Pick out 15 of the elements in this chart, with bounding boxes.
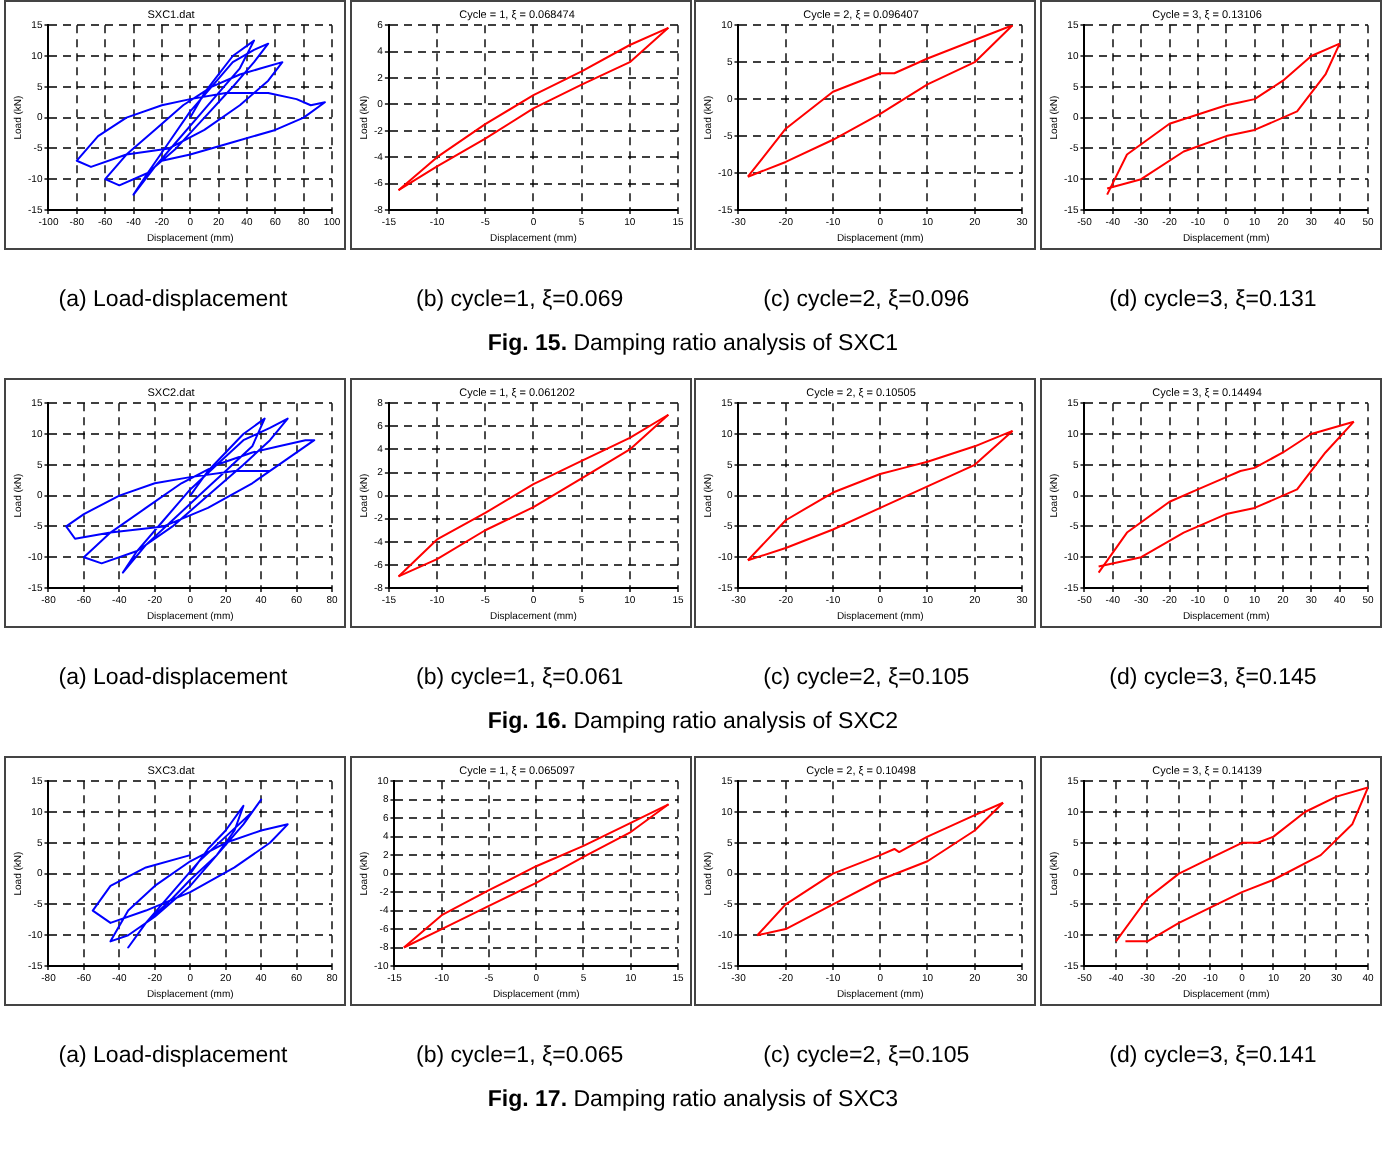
text: (d) cycle=3, ξ=0.141 [1107, 1044, 1319, 1068]
caption: Fig. 17. Damping ratio analysis of SXC3 [485, 1086, 901, 1116]
caption: Fig. 16. Damping ratio analysis of SXC2 [485, 708, 901, 738]
text: (a) Load-displacement [56, 666, 290, 690]
text: (b) cycle=1, ξ=0.061 [414, 666, 626, 690]
text: (b) cycle=1, ξ=0.069 [414, 288, 626, 312]
text: (d) cycle=3, ξ=0.145 [1107, 666, 1319, 690]
text: (c) cycle=2, ξ=0.105 [761, 666, 972, 690]
caption: Fig. 15. Damping ratio analysis of SXC1 [485, 330, 901, 360]
text: (c) cycle=2, ξ=0.096 [761, 288, 972, 312]
text: (a) Load-displacement [56, 1044, 290, 1068]
text: (d) cycle=3, ξ=0.131 [1107, 288, 1319, 312]
text: (b) cycle=1, ξ=0.065 [414, 1044, 626, 1068]
text: (c) cycle=2, ξ=0.105 [761, 1044, 972, 1068]
text: (a) Load-displacement [56, 288, 290, 312]
